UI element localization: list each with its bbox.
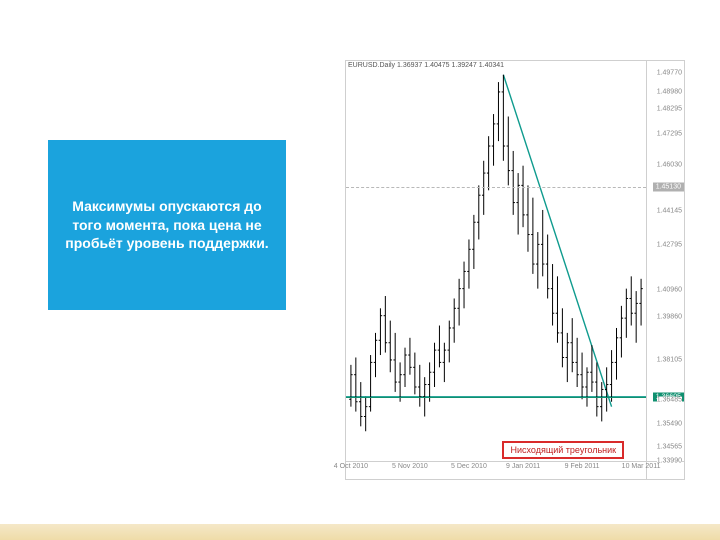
bid-line: [346, 187, 646, 188]
y-tick-label: 1.34565: [657, 443, 682, 450]
x-axis-line: [346, 461, 684, 462]
y-axis-separator: [646, 61, 647, 479]
y-tick-label: 1.44145: [657, 208, 682, 215]
x-tick-label: 4 Oct 2010: [334, 463, 368, 470]
y-tick-label: 1.48980: [657, 89, 682, 96]
callout-text: Максимумы опускаются до того момента, по…: [62, 197, 272, 254]
x-tick-label: 9 Jan 2011: [506, 463, 540, 470]
y-tick-label: 1.46030: [657, 161, 682, 168]
chart-canvas: [346, 61, 646, 461]
candlestick-chart: EURUSD.Daily 1.36937 1.40475 1.39247 1.4…: [345, 60, 685, 480]
y-tick-label: 1.39860: [657, 313, 682, 320]
y-tick-label: 1.35490: [657, 421, 682, 428]
footer-bar: [0, 524, 720, 540]
x-tick-label: 5 Dec 2010: [451, 463, 487, 470]
current-price-line: [346, 397, 646, 398]
x-tick-label: 5 Nov 2010: [392, 463, 428, 470]
annotation-label: Нисходящий треугольник: [502, 441, 624, 459]
y-tick-label: 1.47295: [657, 130, 682, 137]
callout-box: Максимумы опускаются до того момента, по…: [48, 140, 286, 310]
y-tick-label: 1.40960: [657, 286, 682, 293]
stage: Максимумы опускаются до того момента, по…: [0, 0, 720, 540]
y-tick-label: 1.42795: [657, 241, 682, 248]
x-tick-label: 9 Feb 2011: [565, 463, 600, 470]
y-tick-label: 1.38105: [657, 356, 682, 363]
bid-price-flag: 1.45130: [653, 183, 684, 192]
y-tick-label: 1.36485: [657, 396, 682, 403]
y-tick-label: 1.49770: [657, 70, 682, 77]
y-tick-label: 1.48295: [657, 106, 682, 113]
x-tick-label: 10 Mar 2011: [622, 463, 661, 470]
